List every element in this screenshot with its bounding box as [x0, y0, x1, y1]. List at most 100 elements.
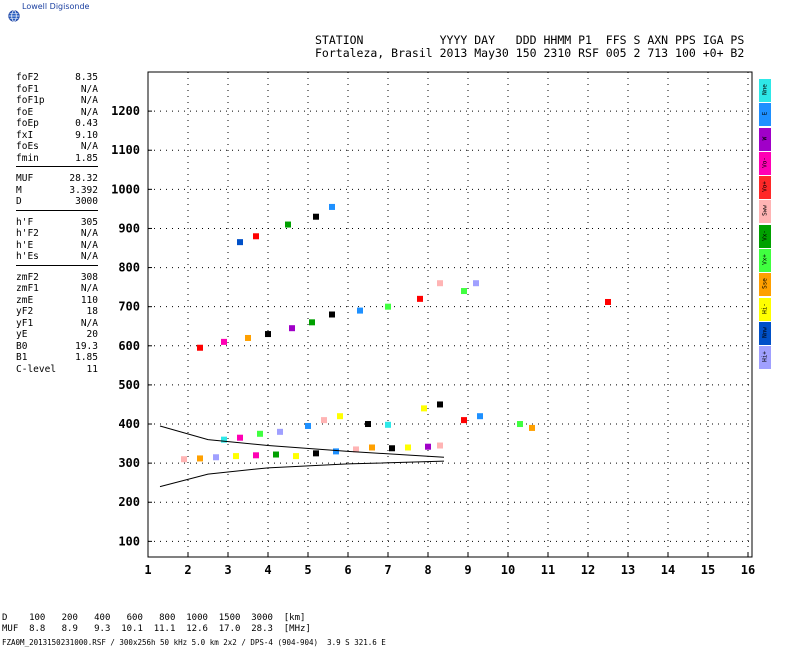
- x-tick-label: 15: [701, 563, 715, 577]
- echo-point: [285, 221, 291, 228]
- x-tick-label: 8: [424, 563, 431, 577]
- param-row: foEs N/A: [16, 141, 98, 153]
- param-row: foF2 8.35: [16, 72, 98, 84]
- x-tick-label: 1: [144, 563, 151, 577]
- legend-label: Vo+: [761, 181, 769, 193]
- y-tick-label: 700: [118, 300, 140, 314]
- echo-point: [421, 405, 427, 412]
- param-value: 19.3: [75, 340, 98, 352]
- y-tick-label: 800: [118, 261, 140, 275]
- echo-point: [357, 307, 363, 314]
- param-name: fmin: [16, 152, 39, 164]
- param-name: foEp: [16, 118, 39, 129]
- echo-point: [329, 311, 335, 318]
- echo-point: [197, 344, 203, 351]
- echo-point: [333, 448, 339, 455]
- param-separator: [16, 264, 98, 272]
- param-name: h'E: [16, 239, 34, 251]
- param-value: 110: [80, 294, 98, 306]
- legend-label: E: [761, 111, 769, 116]
- x-tick-label: 16: [741, 563, 755, 577]
- y-tick-label: 400: [118, 417, 140, 431]
- echo-point: [437, 442, 443, 449]
- param-name: zmF1: [16, 283, 39, 294]
- param-value: 1.85: [75, 152, 98, 164]
- echo-point: [517, 421, 523, 428]
- legend-label: Sww: [761, 205, 769, 217]
- param-value: 11: [86, 363, 98, 375]
- param-name: h'F: [16, 216, 34, 228]
- echo-point: [437, 401, 443, 408]
- param-value: 1.85: [75, 352, 98, 363]
- globe-icon: [8, 10, 20, 22]
- legend-label: Sse: [761, 278, 769, 290]
- echo-point: [329, 203, 335, 210]
- echo-point: [385, 421, 391, 428]
- param-value: N/A: [80, 141, 98, 152]
- legend-label: Hi-: [761, 302, 769, 314]
- x-tick-label: 9: [464, 563, 471, 577]
- legend-label: Nne: [761, 84, 769, 95]
- param-name: MUF: [16, 173, 34, 184]
- echo-point: [221, 436, 227, 443]
- echo-point: [313, 450, 319, 457]
- param-name: zmE: [16, 294, 34, 306]
- param-value: N/A: [80, 239, 98, 251]
- param-row: C-level 11: [16, 364, 98, 376]
- y-tick-label: 500: [118, 378, 140, 392]
- legend-swatch: Hi+: [759, 346, 771, 370]
- x-tick-label: 6: [344, 563, 351, 577]
- param-separator: [16, 166, 98, 173]
- param-row: fmin 1.85: [16, 153, 98, 165]
- param-row: zmF1 N/A: [16, 283, 98, 295]
- param-value: N/A: [80, 317, 98, 329]
- echo-point: [289, 325, 295, 332]
- echo-point: [389, 445, 395, 452]
- scaled-parameters-panel: foF2 8.35 foF1 N/A foF1p N/A foE N/A foEp 0.43 fxI…: [16, 72, 98, 375]
- legend-label: Nnw: [761, 327, 769, 338]
- param-name: B0: [16, 340, 28, 352]
- param-row: zmF2 308: [16, 272, 98, 284]
- legend-label: Vo-: [761, 156, 769, 168]
- echo-point: [473, 280, 479, 287]
- param-value: N/A: [80, 228, 98, 239]
- param-value: N/A: [80, 106, 98, 118]
- param-row: h'F2 N/A: [16, 228, 98, 240]
- echo-point: [461, 417, 467, 424]
- muf-distance-row: D 100 200 400 600 800 1000 1500 3000 [km…: [2, 613, 306, 623]
- param-value: 3.392: [69, 184, 98, 196]
- header-values: Fortaleza, Brasil 2013 May30 150 2310 RS…: [315, 46, 745, 60]
- y-tick-label: 1200: [111, 104, 140, 118]
- y-tick-label: 100: [118, 534, 140, 548]
- legend-label: Vx+: [761, 254, 769, 265]
- param-value: N/A: [80, 251, 98, 262]
- echo-point: [417, 295, 423, 302]
- logo: Lowell Digisonde: [8, 2, 118, 24]
- param-value: 20: [86, 329, 98, 340]
- param-name: h'Es: [16, 251, 39, 262]
- echo-point: [477, 413, 483, 420]
- echo-point: [273, 451, 279, 458]
- legend-label: Hi+: [761, 351, 769, 363]
- x-tick-label: 14: [661, 563, 675, 577]
- legend-label: Vx-: [761, 229, 769, 241]
- param-value: 28.32: [69, 173, 98, 184]
- echo-point: [437, 280, 443, 287]
- legend-swatch: E: [759, 103, 771, 127]
- echo-point: [257, 430, 263, 437]
- param-row: yF2 18: [16, 306, 98, 318]
- profile-curve: [159, 460, 445, 488]
- legend-swatch: Vo+: [759, 176, 771, 200]
- param-value: N/A: [80, 283, 98, 294]
- echo-point: [197, 455, 203, 462]
- echo-point: [253, 452, 259, 459]
- param-name: h'F2: [16, 228, 39, 239]
- echo-point: [305, 422, 311, 429]
- x-tick-label: 5: [304, 563, 311, 577]
- header-labels: STATION YYYY DAY DDD HHMM P1 FFS S AXN P…: [315, 33, 745, 47]
- param-name: fxI: [16, 129, 34, 141]
- param-row: zmE 110: [16, 295, 98, 307]
- param-row: h'E N/A: [16, 240, 98, 252]
- param-row: yF1 N/A: [16, 318, 98, 330]
- param-row: h'F 305: [16, 217, 98, 229]
